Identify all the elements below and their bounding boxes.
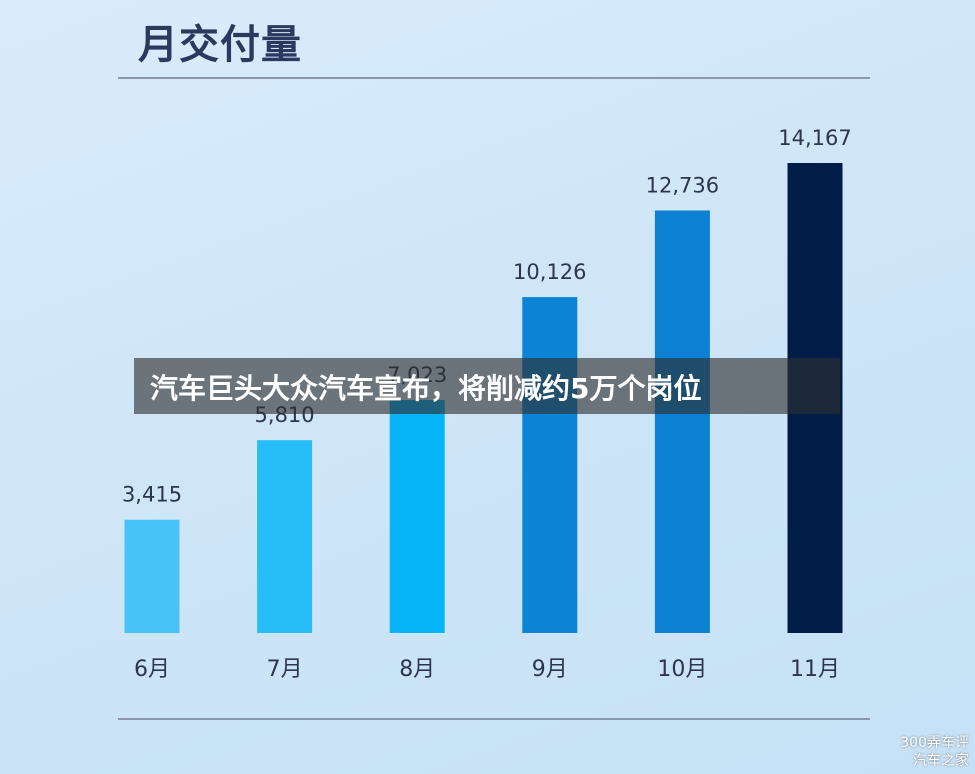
bottom-divider [118,718,870,720]
value-label-5: 12,736 [646,174,719,198]
category-label-3: 8月 [399,657,435,682]
value-label-6: 14,167 [778,126,851,150]
value-label-1: 3,415 [122,483,182,507]
headline-banner: 汽车巨头大众汽车宣布，将削减约5万个岗位 [134,358,840,414]
category-label-2: 7月 [267,657,303,682]
category-label-1: 6月 [134,657,170,682]
bar-2 [257,440,313,633]
category-label-4: 9月 [532,657,568,682]
category-label-5: 10月 [657,657,707,682]
bar-1 [124,519,180,633]
bar-5 [654,210,710,633]
chart-title: 月交付量 [138,22,302,68]
bar-4 [522,297,578,633]
top-divider [118,77,870,79]
headline-text: 汽车巨头大众汽车宣布，将削减约5万个岗位 [150,372,702,405]
watermark: 300弄车评 汽车之家 [900,734,969,770]
watermark-line-2: 汽车之家 [913,753,969,769]
bar-3 [389,400,445,633]
value-label-4: 10,126 [513,260,586,284]
category-label-6: 11月 [790,657,840,682]
watermark-line-1: 300弄车评 [900,735,969,751]
